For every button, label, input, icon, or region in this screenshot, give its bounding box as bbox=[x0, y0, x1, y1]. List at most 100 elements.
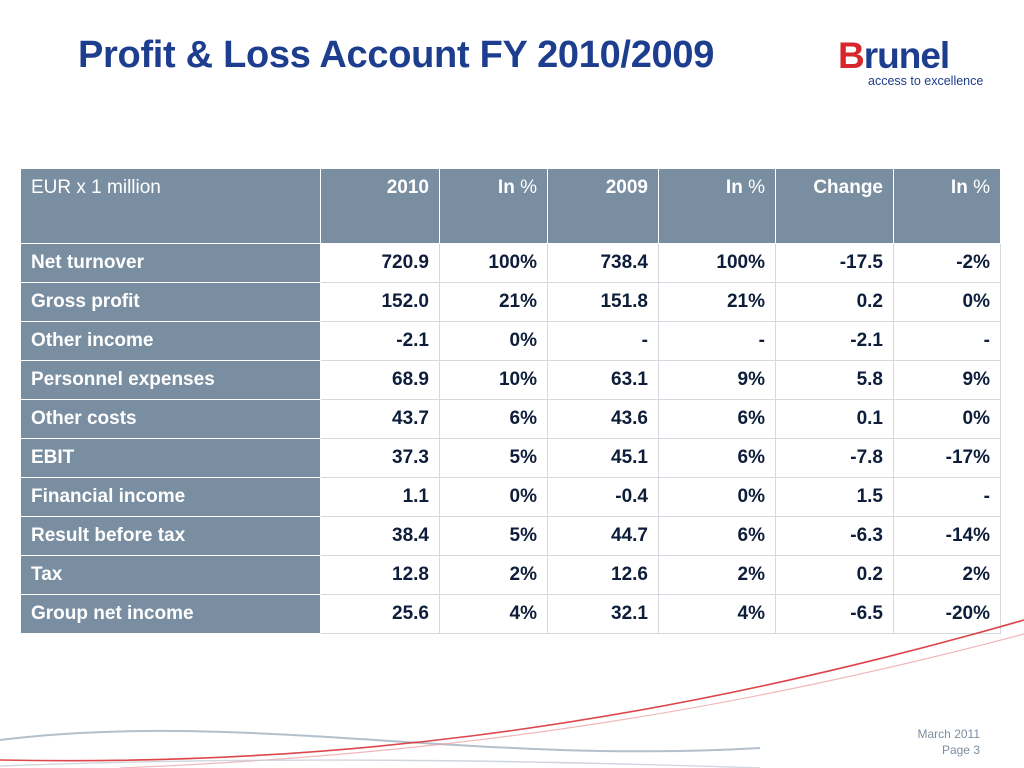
table-cell: -6.3 bbox=[775, 516, 894, 556]
table-cell: 9% bbox=[658, 360, 776, 400]
table-cell: 43.6 bbox=[547, 399, 659, 439]
table-cell: 21% bbox=[658, 282, 776, 322]
table-cell: - bbox=[547, 321, 659, 361]
table-row: Other costs 43.7 6% 43.6 6% 0.1 0% bbox=[20, 399, 1001, 439]
table-cell: 68.9 bbox=[320, 360, 440, 400]
table-cell: 6% bbox=[658, 438, 776, 478]
table-cell: - bbox=[893, 321, 1001, 361]
footer-page-number: Page 3 bbox=[941, 743, 980, 757]
column-header-in-pct-change: In % bbox=[893, 168, 1001, 244]
table-cell: 63.1 bbox=[547, 360, 659, 400]
table-row: Result before tax 38.4 5% 44.7 6% -6.3 -14% bbox=[20, 516, 1001, 556]
table-cell: 0% bbox=[658, 477, 776, 517]
table-cell: 2% bbox=[893, 555, 1001, 595]
table-cell: 25.6 bbox=[320, 594, 440, 634]
decorative-swoosh bbox=[0, 619, 1024, 768]
table-cell: 0% bbox=[439, 321, 548, 361]
row-label: Tax bbox=[20, 555, 321, 595]
page-title: Profit & Loss Account FY 2010/2009 bbox=[78, 34, 715, 76]
table-cell: 738.4 bbox=[547, 243, 659, 283]
table-cell: 6% bbox=[439, 399, 548, 439]
table-cell: -2% bbox=[893, 243, 1001, 283]
table-row: Group net income 25.6 4% 32.1 4% -6.5 -20% bbox=[20, 594, 1001, 634]
table-cell: 0% bbox=[893, 282, 1001, 322]
table-cell: 9% bbox=[893, 360, 1001, 400]
logo-tagline: access to excellence bbox=[868, 74, 984, 88]
table-row: Personnel expenses 68.9 10% 63.1 9% 5.8 9% bbox=[20, 360, 1001, 400]
column-header-pct-symbol: % bbox=[748, 177, 765, 198]
table-row: Financial income 1.1 0% -0.4 0% 1.5- bbox=[20, 477, 1001, 517]
table-cell: 1.5 bbox=[775, 477, 894, 517]
table-cell: 12.8 bbox=[320, 555, 440, 595]
table-header-row: EUR x 1 million 2010 In % 2009 In % Chan… bbox=[20, 168, 1001, 244]
column-header-in-pct-2009: In % bbox=[658, 168, 776, 244]
row-label: EBIT bbox=[20, 438, 321, 478]
column-header-2009: 2009 bbox=[547, 168, 659, 244]
table-body: Net turnover 720.9 100% 738.4 100% -17.5 -2% Gr… bbox=[20, 243, 1001, 634]
logo-wordmark-rest: runel bbox=[863, 35, 950, 76]
footer-date: March 2011 bbox=[917, 727, 980, 741]
table-cell: 43.7 bbox=[320, 399, 440, 439]
column-header-change: Change bbox=[775, 168, 894, 244]
row-label: Other costs bbox=[20, 399, 321, 439]
table-cell: 6% bbox=[658, 399, 776, 439]
table-cell: 10% bbox=[439, 360, 548, 400]
table-cell: 4% bbox=[658, 594, 776, 634]
table-cell: 21% bbox=[439, 282, 548, 322]
column-header-in-pct-change-label: In bbox=[950, 177, 968, 198]
column-header-in-pct-2010: In % bbox=[439, 168, 548, 244]
table-cell: 5% bbox=[439, 516, 548, 556]
table-cell: 2% bbox=[658, 555, 776, 595]
column-header-unit: EUR x 1 million bbox=[20, 168, 321, 244]
table-row: Other income -2.1 0% - - -2.1- bbox=[20, 321, 1001, 361]
table-cell: -0.4 bbox=[547, 477, 659, 517]
table-cell: 100% bbox=[658, 243, 776, 283]
table-cell: -7.8 bbox=[775, 438, 894, 478]
table-cell: 12.6 bbox=[547, 555, 659, 595]
row-label: Net turnover bbox=[20, 243, 321, 283]
table-cell: 0.1 bbox=[775, 399, 894, 439]
table-cell: 100% bbox=[439, 243, 548, 283]
table-cell: 0% bbox=[439, 477, 548, 517]
table-cell: 45.1 bbox=[547, 438, 659, 478]
table-cell: -20% bbox=[893, 594, 1001, 634]
table-cell: 38.4 bbox=[320, 516, 440, 556]
table-row: EBIT 37.3 5% 45.1 6% -7.8 -17% bbox=[20, 438, 1001, 478]
table-cell: - bbox=[658, 321, 776, 361]
row-label: Group net income bbox=[20, 594, 321, 634]
table-cell: 0.2 bbox=[775, 555, 894, 595]
table-cell: 44.7 bbox=[547, 516, 659, 556]
table-cell: 152.0 bbox=[320, 282, 440, 322]
row-label: Result before tax bbox=[20, 516, 321, 556]
profit-loss-table: EUR x 1 million 2010 In % 2009 In % Chan… bbox=[20, 168, 1001, 634]
table-cell: -17% bbox=[893, 438, 1001, 478]
table-cell: 32.1 bbox=[547, 594, 659, 634]
table-cell: -6.5 bbox=[775, 594, 894, 634]
column-header-in-pct-2010-label: In bbox=[497, 177, 515, 198]
brunel-logo: Brunel access to excellence bbox=[838, 36, 988, 92]
footer: March 2011 Page 3 bbox=[918, 726, 980, 758]
table-cell: -17.5 bbox=[775, 243, 894, 283]
table-cell: 6% bbox=[658, 516, 776, 556]
row-label: Other income bbox=[20, 321, 321, 361]
table-row: Net turnover 720.9 100% 738.4 100% -17.5 -2% bbox=[20, 243, 1001, 283]
row-label: Financial income bbox=[20, 477, 321, 517]
table-row: Tax 12.8 2% 12.6 2% 0.2 2% bbox=[20, 555, 1001, 595]
column-header-2010: 2010 bbox=[320, 168, 440, 244]
table-cell: -2.1 bbox=[775, 321, 894, 361]
table-cell: 151.8 bbox=[547, 282, 659, 322]
table-cell: 4% bbox=[439, 594, 548, 634]
table-cell: 0% bbox=[893, 399, 1001, 439]
column-header-pct-symbol: % bbox=[973, 177, 990, 198]
table-cell: -2.1 bbox=[320, 321, 440, 361]
table-cell: 0.2 bbox=[775, 282, 894, 322]
table-cell: 5.8 bbox=[775, 360, 894, 400]
table-cell: - bbox=[893, 477, 1001, 517]
row-label: Gross profit bbox=[20, 282, 321, 322]
table-cell: 5% bbox=[439, 438, 548, 478]
column-header-in-pct-2009-label: In bbox=[725, 177, 743, 198]
table-cell: -14% bbox=[893, 516, 1001, 556]
logo-wordmark-b: B bbox=[838, 35, 865, 76]
row-label: Personnel expenses bbox=[20, 360, 321, 400]
